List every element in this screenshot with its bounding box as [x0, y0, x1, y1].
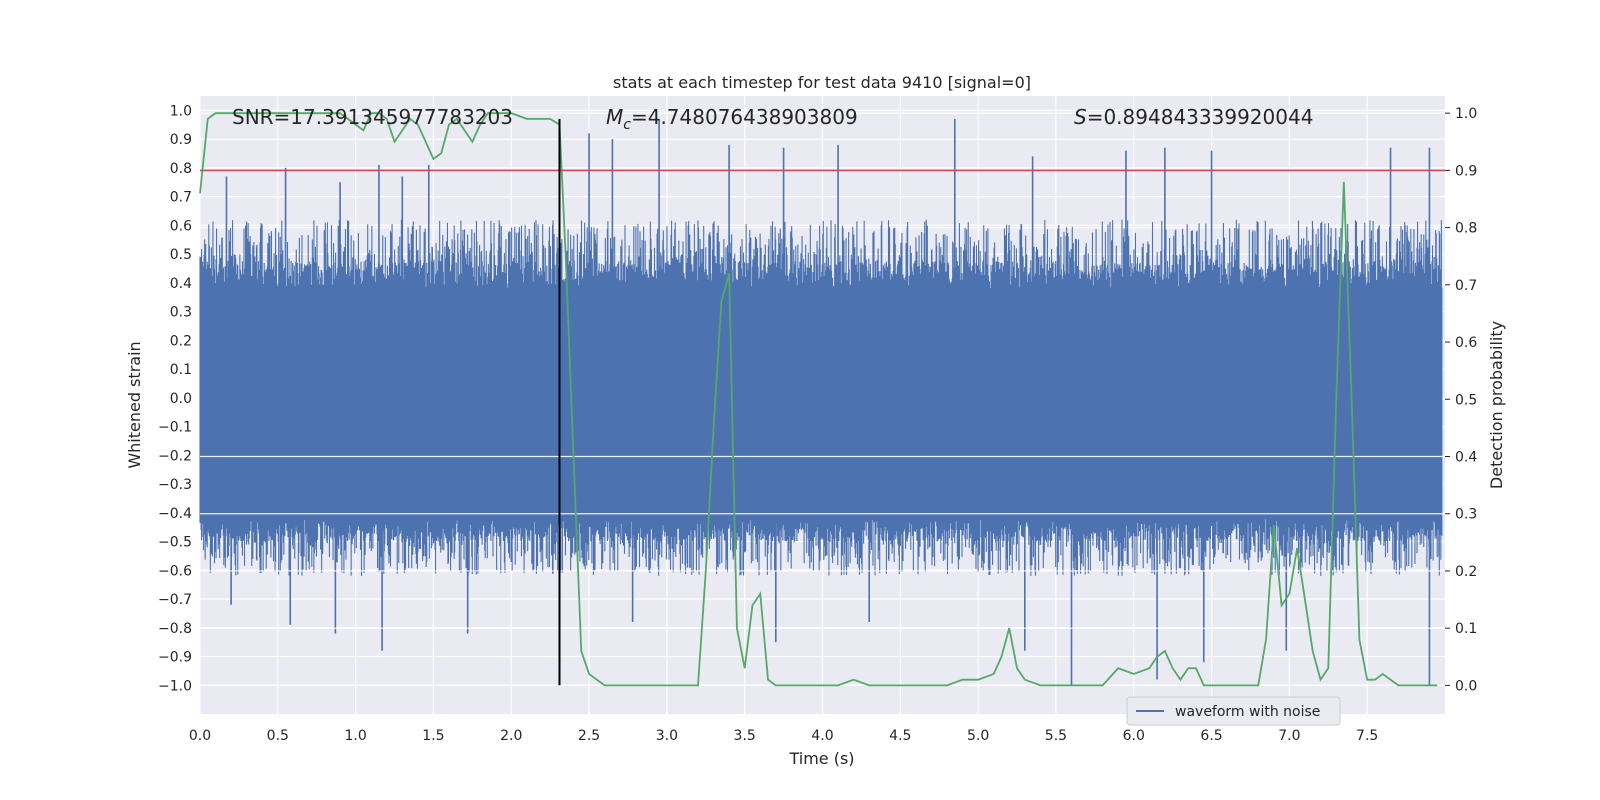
x-tick-label: 2.5: [578, 728, 600, 744]
chirp-mass-annotation: Mc=4.748076438903809: [606, 105, 858, 133]
y2-tick-label: 0.4: [1455, 450, 1477, 466]
legend: waveform with noise: [1126, 696, 1341, 726]
snr-annotation: SNR=17.391345977783203: [232, 105, 513, 129]
y2-tick-label: 0.5: [1455, 392, 1477, 408]
y2-axis-label: Detection probability: [1487, 321, 1506, 489]
y-tick-label: −0.2: [158, 448, 192, 464]
y-tick-label: 0.6: [170, 218, 192, 234]
x-tick-label: 3.0: [656, 728, 678, 744]
y-tick-label: −0.6: [158, 563, 192, 579]
mc-symbol: M: [606, 105, 623, 129]
mc-subscript: c: [623, 117, 631, 133]
chart-title: stats at each timestep for test data 941…: [613, 73, 1031, 92]
y-tick-label: −0.3: [158, 477, 192, 493]
y-tick-label: −0.8: [158, 621, 192, 637]
y-tick-label: 0.3: [170, 305, 192, 321]
y-tick-label: 0.9: [170, 132, 192, 148]
y2-tick-label: 0.7: [1455, 278, 1477, 294]
x-tick-label: 5.0: [967, 728, 989, 744]
y-tick-label: 0.4: [170, 276, 192, 292]
y2-tick-label: 0.6: [1455, 335, 1477, 351]
y-tick-label: 0.5: [170, 247, 192, 263]
detection-probability-line: [199, 112, 1438, 687]
x-axis-label: Time (s): [788, 749, 854, 768]
y2-axis-ticks: 1.0 0.9 0.8 0.7 0.6 0.5 0.4 0.3 0.2 0.1 0.0: [1445, 106, 1477, 694]
y2-tick-label: 0.3: [1455, 507, 1477, 523]
x-tick-label: 5.5: [1045, 728, 1067, 744]
y-tick-label: −0.7: [158, 592, 192, 608]
y2-tick-label: 0.8: [1455, 221, 1477, 237]
y-axis-ticks: 1.0 0.9 0.8 0.7 0.6 0.5 0.4 0.3 0.2 0.1 0.0 −0.1 −0.…: [158, 103, 192, 694]
x-tick-label: 1.0: [344, 728, 366, 744]
x-tick-label: 3.5: [734, 728, 756, 744]
x-tick-label: 0.0: [189, 728, 211, 744]
y2-tick-label: 0.1: [1455, 621, 1477, 637]
y2-tick-label: 0.2: [1455, 564, 1477, 580]
x-tick-label: 6.0: [1123, 728, 1145, 744]
y-tick-label: −1.0: [158, 678, 192, 694]
overlay-lines: [200, 118, 1445, 686]
s-value: =0.894843339920044: [1087, 105, 1314, 129]
y-tick-label: −0.4: [158, 506, 192, 522]
y-tick-label: −0.9: [158, 650, 192, 666]
mc-value: =4.748076438903809: [631, 105, 858, 129]
legend-box: [1126, 696, 1341, 726]
x-tick-label: 7.0: [1278, 728, 1300, 744]
y2-tick-label: 1.0: [1455, 106, 1477, 122]
y2-tick-label: 0.9: [1455, 163, 1477, 179]
y-tick-label: 0.7: [170, 190, 192, 206]
y-tick-label: 0.2: [170, 333, 192, 349]
x-tick-label: 6.5: [1200, 728, 1222, 744]
y-tick-label: −0.5: [158, 535, 192, 551]
y-axis-label: Whitened strain: [125, 341, 144, 468]
probability-series: [199, 112, 1438, 687]
y-tick-label: −0.1: [158, 420, 192, 436]
s-symbol: S: [1074, 105, 1087, 129]
x-tick-label: 4.0: [811, 728, 833, 744]
s-annotation: S=0.894843339920044: [1074, 105, 1313, 129]
waveform-trace: [199, 219, 1443, 576]
x-tick-label: 4.5: [889, 728, 911, 744]
x-tick-label: 2.0: [500, 728, 522, 744]
legend-label: waveform with noise: [1175, 704, 1320, 720]
x-tick-label: 0.5: [267, 728, 289, 744]
waveform-series: [199, 118, 1445, 686]
y-tick-label: 1.0: [170, 103, 192, 119]
x-tick-label: 1.5: [422, 728, 444, 744]
x-axis-ticks: 0.0 0.5 1.0 1.5 2.0 2.5 3.0 3.5 4.0 4.5 5.0 5.5 6.0 6…: [189, 728, 1378, 744]
y-tick-label: 0.8: [170, 161, 192, 177]
x-tick-label: 7.5: [1356, 728, 1378, 744]
y2-tick-label: 0.0: [1455, 678, 1477, 694]
y-tick-label: 0.1: [170, 362, 192, 378]
y-tick-label: 0.0: [170, 391, 192, 407]
